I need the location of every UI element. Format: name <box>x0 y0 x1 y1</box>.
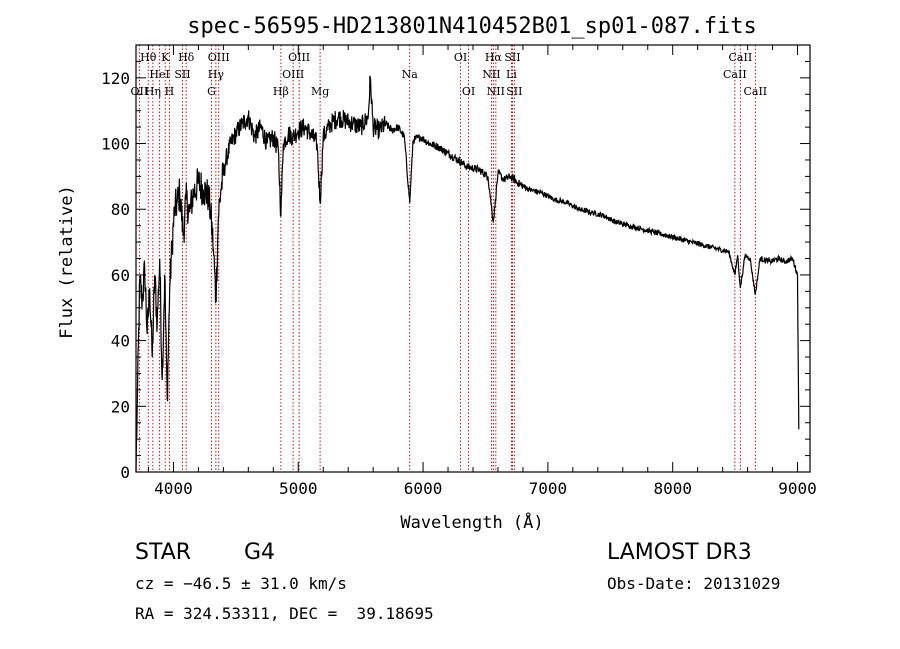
emission-line-label: Hα <box>485 51 503 64</box>
emission-line-label: Hθ <box>140 51 157 64</box>
observation-date: Obs-Date: 20131029 <box>607 574 781 593</box>
x-tick-label: 5000 <box>279 479 318 498</box>
plot-frame <box>135 44 811 473</box>
emission-line-label: OIII <box>282 68 304 81</box>
emission-line-label: SII <box>506 85 522 98</box>
emission-line-label: CaII <box>729 51 753 64</box>
y-tick-label: 100 <box>101 135 130 154</box>
y-tick-label: 20 <box>111 397 130 416</box>
emission-line-label: SII <box>504 51 520 64</box>
y-tick-label: 60 <box>111 266 130 285</box>
x-tick-label: 9000 <box>778 479 817 498</box>
emission-line-label: OIII <box>208 51 230 64</box>
spectrum-chart: spec-56595-HD213801N410452B01_sp01-087.f… <box>57 14 817 533</box>
emission-line-label: G <box>207 85 216 98</box>
object-subclass: G4 <box>244 540 276 565</box>
emission-line-label: K <box>161 51 170 64</box>
emission-line-label: Hβ <box>273 85 289 98</box>
emission-line-label: SII <box>174 68 190 81</box>
emission-line-label: Mg <box>311 85 329 98</box>
x-axis-ticks: 4000 5000 6000 7000 8000 9000 <box>147 45 817 498</box>
object-class: STAR <box>135 540 192 565</box>
emission-line-label: OI <box>462 85 475 98</box>
emission-line-label: Hδ <box>178 51 195 64</box>
y-tick-label: 0 <box>120 463 130 482</box>
emission-line-label: CaII <box>743 85 767 98</box>
y-tick-label: 80 <box>111 200 130 219</box>
emission-line-label: H <box>165 85 175 98</box>
emission-line-label: HeI <box>149 68 169 81</box>
emission-line-label: OIII <box>288 51 310 64</box>
y-tick-label: 40 <box>111 332 130 351</box>
x-tick-label: 7000 <box>529 479 568 498</box>
chart-title: spec-56595-HD213801N410452B01_sp01-087.f… <box>187 14 757 39</box>
x-tick-label: 8000 <box>653 479 692 498</box>
emission-line-label: NII <box>482 68 500 81</box>
survey-name: LAMOST DR3 <box>607 540 752 565</box>
emission-line-label: CaII <box>723 68 747 81</box>
y-axis-ticks: 0 20 40 60 80 100 120 <box>101 44 810 482</box>
emission-line-label: NII <box>487 85 505 98</box>
emission-line-label: OII <box>131 85 149 98</box>
emission-line-label: OI <box>454 51 467 64</box>
spectrum-series-line <box>135 75 800 473</box>
emission-line-markers <box>138 45 756 472</box>
x-tick-label: 4000 <box>154 479 193 498</box>
y-axis-label: Flux (relative) <box>57 185 77 339</box>
x-tick-label: 6000 <box>404 479 443 498</box>
y-tick-label: 120 <box>101 69 130 88</box>
emission-line-label: Hγ <box>208 68 225 81</box>
coordinates: RA = 324.53311, DEC = 39.18695 <box>135 604 434 623</box>
emission-line-label: Li <box>506 68 517 81</box>
x-axis-label: Wavelength (Å) <box>400 511 543 533</box>
redshift-cz: cz = −46.5 ± 31.0 km/s <box>135 574 347 593</box>
emission-line-label: Na <box>402 68 419 81</box>
emission-line-label: Hη <box>145 85 161 98</box>
